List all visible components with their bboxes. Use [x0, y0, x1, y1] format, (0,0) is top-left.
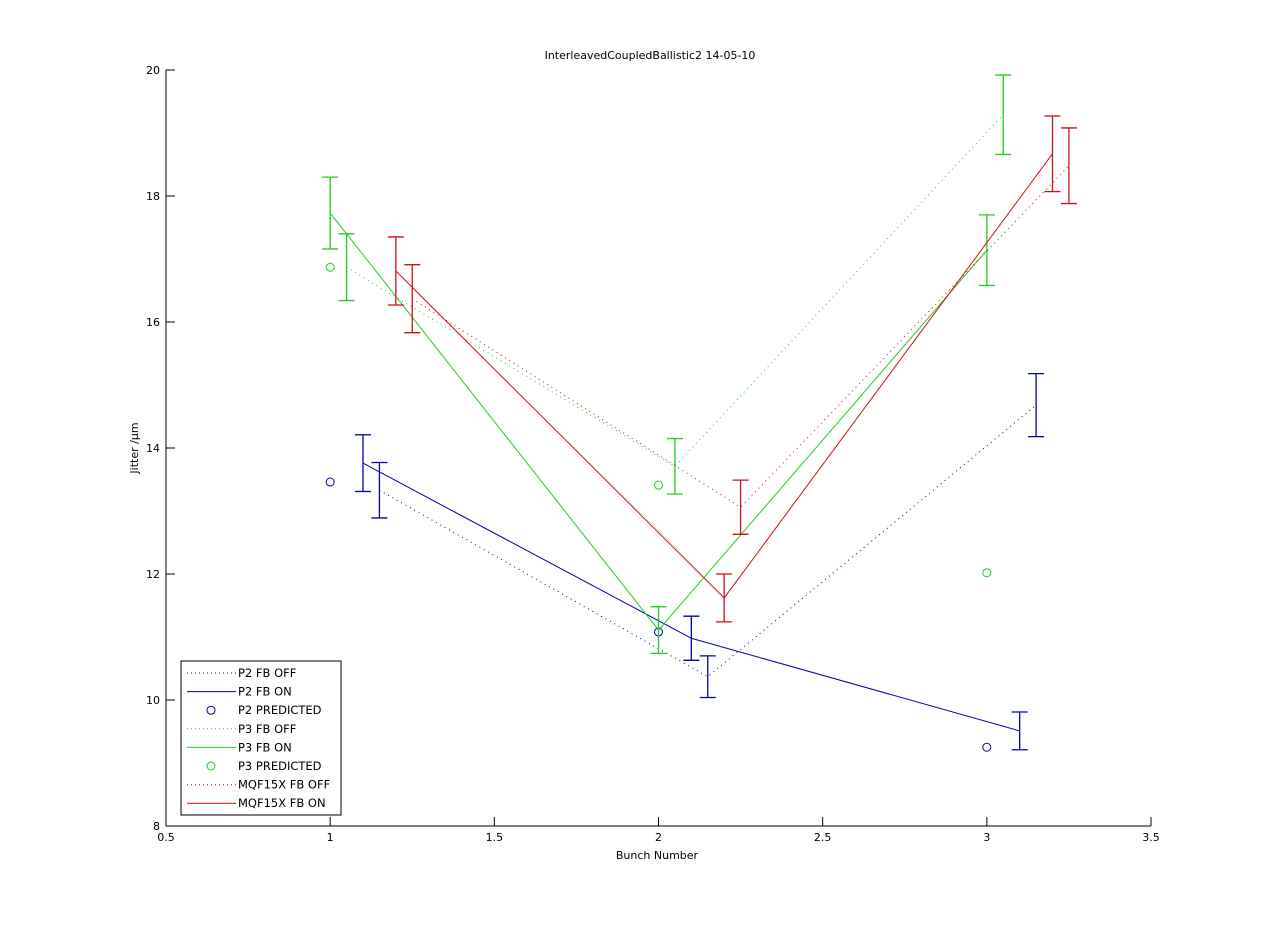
error-bar	[387, 236, 404, 306]
legend-marker	[206, 761, 216, 771]
error-bar	[995, 74, 1012, 156]
data-point	[325, 262, 335, 272]
y-tick-label: 18	[146, 190, 160, 203]
y-tick-label: 12	[146, 568, 160, 581]
plot-area	[322, 74, 1077, 752]
axes: 0.5 1 1.5 2 2.5 3 3.5 8 10 12 14 16 18 20	[146, 64, 1160, 844]
legend-item: P2 PREDICTED	[206, 703, 322, 717]
error-bar	[716, 573, 733, 623]
series-p2-fb-on	[355, 434, 1028, 751]
legend-box	[180, 660, 342, 816]
series-p2-fb-off	[371, 373, 1045, 699]
x-tick-label: 1	[327, 831, 334, 844]
error-bar	[371, 461, 388, 519]
error-bar	[666, 437, 683, 495]
error-bar	[1011, 711, 1028, 751]
legend-item: MQF15X FB ON	[187, 796, 326, 810]
x-axis-label: Bunch Number	[616, 849, 699, 862]
data-point	[982, 742, 992, 752]
legend-item: P2 FB ON	[187, 685, 292, 699]
error-bar	[322, 176, 339, 250]
series-p3-fb-off	[338, 74, 1012, 495]
series-line	[395, 153, 1053, 599]
x-tick-label: 3	[983, 831, 990, 844]
chart-title: InterleavedCoupledBallistic2 14-05-10	[545, 49, 756, 62]
error-bar	[1060, 127, 1077, 205]
legend-item: MQF15X FB OFF	[187, 778, 330, 792]
legend-item: P3 FB ON	[187, 740, 292, 754]
legend-label: P2 FB ON	[238, 685, 292, 699]
x-tick-label: 3.5	[1142, 831, 1160, 844]
legend-item: P3 FB OFF	[187, 722, 296, 736]
legend-label: MQF15X FB ON	[238, 796, 326, 810]
y-tick-label: 20	[146, 64, 160, 77]
y-tick-label: 10	[146, 694, 160, 707]
series-line	[411, 165, 1070, 508]
error-bar	[1044, 115, 1061, 193]
series-mqf15x-fb-off	[404, 127, 1077, 535]
y-axis-label: Jitter /µm	[128, 422, 141, 474]
error-bar	[978, 214, 995, 287]
series-line	[362, 462, 1020, 732]
series-line	[379, 404, 1037, 678]
legend-label: P3 FB OFF	[238, 722, 296, 736]
legend-label: P2 PREDICTED	[238, 703, 322, 717]
series-mqf15x-fb-on	[387, 115, 1061, 623]
y-tick-label: 16	[146, 316, 160, 329]
data-point	[325, 477, 335, 487]
legend-label: P3 FB ON	[238, 740, 292, 754]
series-line	[346, 114, 1004, 467]
x-tick-label: 2.5	[814, 831, 832, 844]
error-bar	[699, 655, 716, 699]
legend-label: P2 FB OFF	[238, 666, 296, 680]
y-tick-label: 8	[153, 820, 160, 833]
series-line	[329, 212, 988, 631]
error-bar	[355, 434, 371, 493]
x-tick-label: 0.5	[157, 831, 175, 844]
data-point	[654, 480, 663, 490]
legend-label: MQF15X FB OFF	[238, 778, 330, 792]
y-tick-label: 14	[146, 442, 160, 455]
x-tick-label: 2	[655, 831, 662, 844]
legend-item: P2 FB OFF	[187, 666, 296, 680]
series-p3-fb-on	[322, 176, 995, 655]
legend-label: P3 PREDICTED	[238, 759, 322, 773]
legend-item: P3 PREDICTED	[206, 759, 322, 773]
legend: P2 FB OFF P2 FB ON P2 PREDICTED P3 FB OFF P3…	[180, 660, 342, 816]
error-bar	[683, 615, 700, 661]
series-p3-predicted	[325, 262, 992, 578]
error-bar	[1028, 373, 1045, 438]
error-bar	[732, 479, 749, 535]
legend-marker	[206, 705, 216, 715]
data-point	[982, 568, 992, 578]
error-bar	[338, 233, 355, 302]
error-bar	[404, 264, 421, 334]
x-tick-label: 1.5	[486, 831, 504, 844]
error-bar	[650, 606, 667, 655]
